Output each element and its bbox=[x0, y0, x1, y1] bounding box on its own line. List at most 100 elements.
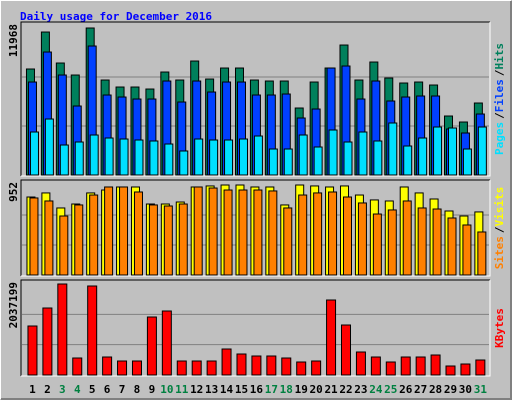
x-tick-label: 29 bbox=[444, 383, 457, 396]
bar bbox=[102, 356, 113, 376]
bar bbox=[415, 356, 426, 376]
bar bbox=[223, 189, 233, 276]
bar bbox=[89, 134, 99, 176]
bar bbox=[268, 148, 278, 176]
bar bbox=[59, 144, 69, 176]
bar bbox=[400, 356, 411, 376]
bar bbox=[372, 213, 382, 276]
legend-separator: / bbox=[493, 69, 506, 76]
bar bbox=[417, 207, 427, 276]
x-tick-label: 8 bbox=[134, 383, 141, 396]
x-tick-label: 10 bbox=[160, 383, 173, 396]
x-tick-label: 25 bbox=[384, 383, 397, 396]
bar bbox=[236, 353, 247, 376]
bar bbox=[387, 209, 397, 276]
legend-separator: / bbox=[493, 112, 506, 119]
bar bbox=[358, 131, 368, 176]
bar bbox=[326, 299, 337, 376]
bar bbox=[296, 361, 307, 376]
bar bbox=[430, 354, 441, 376]
bar bbox=[44, 200, 54, 276]
bar bbox=[29, 131, 39, 176]
x-tick-label: 13 bbox=[205, 383, 218, 396]
bar bbox=[253, 135, 263, 176]
x-tick-label: 19 bbox=[295, 383, 308, 396]
x-tick-label: 18 bbox=[280, 383, 293, 396]
bar bbox=[104, 137, 114, 176]
legend-separator: / bbox=[493, 226, 506, 233]
legend-entry: KBytes bbox=[493, 308, 506, 348]
x-tick-label: 17 bbox=[265, 383, 278, 396]
bar bbox=[238, 138, 248, 176]
bar bbox=[164, 143, 174, 176]
bar bbox=[357, 202, 367, 276]
bar bbox=[432, 208, 442, 276]
bar bbox=[119, 138, 129, 176]
bar bbox=[283, 148, 293, 176]
bar bbox=[194, 138, 204, 176]
panel-edge-light bbox=[21, 180, 491, 277]
bar bbox=[251, 355, 262, 376]
x-tick-label: 2 bbox=[44, 383, 51, 396]
bar bbox=[298, 134, 308, 176]
legend: Pages/Files/Hits bbox=[493, 43, 506, 155]
legend-entry: Visits bbox=[493, 187, 506, 227]
panel-edge-dark bbox=[20, 279, 490, 376]
bar bbox=[238, 189, 248, 276]
legend-entry: Pages bbox=[493, 122, 506, 155]
x-tick-label: 15 bbox=[235, 383, 248, 396]
bar bbox=[161, 310, 172, 376]
bar bbox=[133, 191, 143, 276]
x-tick-label: 5 bbox=[89, 383, 96, 396]
bar bbox=[193, 186, 203, 276]
y-tick-label: 11968 bbox=[7, 24, 20, 57]
bar bbox=[191, 360, 202, 376]
bar bbox=[355, 351, 366, 376]
x-tick-label: 7 bbox=[119, 383, 126, 396]
bar bbox=[27, 325, 38, 376]
bar bbox=[462, 148, 472, 176]
bar bbox=[266, 355, 277, 376]
bar bbox=[179, 150, 189, 176]
x-tick-label: 3 bbox=[59, 383, 66, 396]
bar bbox=[221, 348, 232, 376]
bar bbox=[208, 187, 218, 276]
bar bbox=[42, 307, 53, 376]
bar bbox=[72, 357, 83, 376]
x-tick-label: 14 bbox=[220, 383, 234, 396]
bar bbox=[328, 191, 338, 276]
bar bbox=[104, 186, 114, 276]
bar bbox=[148, 204, 158, 276]
x-tick-label: 21 bbox=[324, 383, 338, 396]
bar bbox=[433, 126, 443, 176]
bar bbox=[445, 365, 456, 376]
x-tick-label: 9 bbox=[149, 383, 156, 396]
panel-edge-light bbox=[21, 22, 491, 177]
bar bbox=[178, 203, 188, 276]
bar bbox=[74, 141, 84, 176]
legend: Sites /Visits bbox=[493, 187, 506, 270]
x-tick-label: 23 bbox=[354, 383, 367, 396]
bar bbox=[298, 194, 308, 276]
bar bbox=[134, 139, 144, 176]
bar bbox=[388, 122, 398, 176]
bar bbox=[268, 190, 278, 276]
bar bbox=[163, 205, 173, 276]
x-tick-label: 1 bbox=[29, 383, 36, 396]
bar bbox=[119, 186, 129, 276]
bar bbox=[57, 283, 68, 376]
bar bbox=[176, 360, 187, 376]
y-tick-label: 952 bbox=[7, 182, 20, 202]
bar bbox=[340, 324, 351, 376]
bar bbox=[343, 141, 353, 176]
bar bbox=[448, 127, 458, 176]
legend-entry: Hits bbox=[493, 43, 506, 70]
bar bbox=[89, 194, 99, 276]
bar bbox=[117, 360, 128, 376]
bar bbox=[311, 360, 322, 376]
legend: KBytes bbox=[493, 308, 506, 348]
bar bbox=[224, 139, 234, 176]
bar bbox=[328, 129, 338, 176]
x-tick-label: 20 bbox=[310, 383, 323, 396]
